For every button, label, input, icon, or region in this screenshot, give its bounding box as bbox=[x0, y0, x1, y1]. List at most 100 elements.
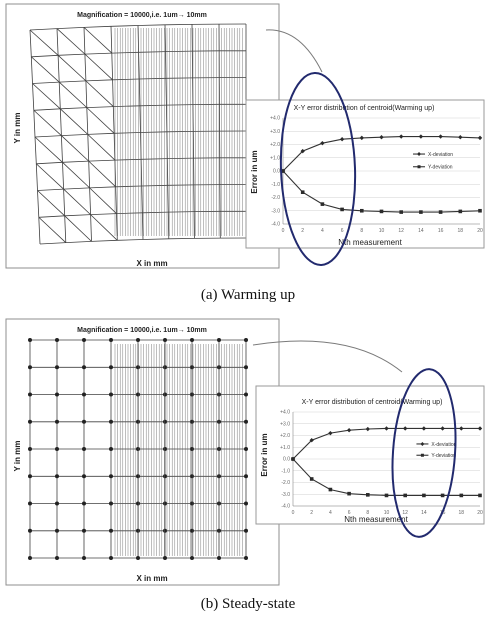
mesh-diagonal-line bbox=[34, 136, 63, 163]
x-tick-label: 4 bbox=[329, 510, 332, 516]
mesh-node bbox=[190, 556, 194, 560]
line-chart-xlabel: Nth measurement bbox=[344, 515, 408, 524]
mesh-node bbox=[82, 419, 86, 424]
y-tick-label: +3.0 bbox=[270, 129, 280, 135]
data-point-x-deviation bbox=[300, 148, 305, 154]
y-tick-label: -3.0 bbox=[281, 492, 290, 498]
y-tick-label: 0.0 bbox=[273, 169, 280, 175]
mesh-node bbox=[28, 556, 32, 560]
data-point-y-deviation bbox=[440, 493, 445, 498]
mesh-column-line bbox=[218, 24, 221, 239]
data-point-x-deviation bbox=[421, 426, 427, 431]
line-chart-title: X-Y error distribution of centroid(Warmi… bbox=[302, 399, 443, 406]
mesh-node bbox=[163, 365, 167, 370]
highlight-ellipse bbox=[391, 368, 457, 538]
mesh-node bbox=[190, 474, 194, 479]
panel-b-steady-state: Magnification = 10000,i.e. 1um→ 10mm Y i… bbox=[5, 318, 485, 586]
data-point-y-deviation bbox=[309, 477, 314, 481]
mesh-node bbox=[82, 447, 86, 451]
x-tick-label: 12 bbox=[402, 510, 408, 516]
x-tick-label: 14 bbox=[421, 510, 427, 516]
mesh-node bbox=[244, 365, 248, 370]
x-tick-label: 0 bbox=[292, 510, 295, 516]
data-point-y-deviation bbox=[379, 209, 384, 214]
x-tick-label: 8 bbox=[366, 510, 369, 516]
data-point-y-deviation bbox=[340, 207, 344, 212]
mesh-diagonal-line bbox=[58, 81, 88, 108]
y-tick-label: -3.0 bbox=[271, 208, 280, 214]
mesh-diagonal-line bbox=[33, 109, 62, 136]
line-chart-title: X-Y error distribution of centroid(Warmi… bbox=[294, 105, 435, 112]
mesh-plot-title: Magnification = 10000,i.e. 1um→ 10mm bbox=[77, 12, 207, 19]
mesh-plot-ylabel: Y in mm bbox=[13, 113, 22, 144]
data-point-x-deviation bbox=[346, 428, 352, 433]
data-point-x-deviation bbox=[458, 135, 463, 140]
mesh-diagonal-line bbox=[85, 80, 114, 107]
mesh-diagonal-line bbox=[63, 188, 91, 215]
mesh-node bbox=[55, 556, 59, 560]
mesh-plot-title: Magnification = 10000,i.e. 1um→ 10mm bbox=[77, 327, 207, 334]
mesh-diagonal-line bbox=[84, 53, 113, 81]
x-tick-label: 8 bbox=[360, 228, 363, 234]
x-tick-label: 4 bbox=[321, 228, 324, 234]
x-tick-label: 6 bbox=[341, 228, 344, 234]
data-point-y-deviation bbox=[360, 208, 364, 213]
caption-a: (a) Warming up bbox=[201, 287, 295, 303]
x-tick-label: 12 bbox=[398, 228, 404, 234]
callout-leader-line bbox=[265, 29, 323, 73]
y-tick-label: -2.0 bbox=[281, 480, 290, 486]
data-point-x-deviation bbox=[418, 134, 424, 139]
mesh-node bbox=[244, 419, 248, 424]
line-chart-plot: +4.0 +3.0 +2.0 +1.0 0.0 -1.0 -2.0 -3.0 -4.00 2 4 6 8… bbox=[280, 410, 483, 516]
mesh-node bbox=[109, 419, 113, 424]
mesh-node bbox=[244, 447, 248, 451]
data-point-y-deviation bbox=[458, 209, 463, 214]
mesh-diagonal-line bbox=[87, 134, 116, 161]
mesh-node bbox=[163, 528, 167, 533]
data-point-y-deviation bbox=[300, 190, 305, 194]
x-tick-label: 2 bbox=[301, 228, 304, 234]
mesh-diagonal-line bbox=[35, 163, 64, 190]
mesh-node bbox=[109, 338, 113, 342]
mesh-node bbox=[109, 556, 113, 560]
legend-marker bbox=[420, 441, 425, 446]
mesh-node bbox=[82, 338, 86, 342]
mesh-node bbox=[136, 447, 140, 451]
panel-a-warming-up: Magnification = 10000,i.e. 1um→ 10mm Y i… bbox=[5, 3, 485, 269]
mesh-node bbox=[55, 419, 59, 424]
mesh-diagonal-line bbox=[38, 216, 67, 243]
mesh-diagonal-line bbox=[86, 107, 115, 134]
mesh-column-line bbox=[191, 24, 195, 239]
mesh-diagonal-line bbox=[88, 160, 116, 188]
data-point-y-deviation bbox=[320, 202, 325, 206]
mesh-diagonal-line bbox=[56, 28, 86, 55]
data-point-x-deviation bbox=[379, 135, 384, 140]
mesh-diagonal-line bbox=[37, 190, 65, 217]
data-point-x-deviation bbox=[477, 426, 483, 431]
data-point-y-deviation bbox=[403, 493, 407, 498]
mesh-node bbox=[244, 528, 248, 533]
y-tick-label: -1.0 bbox=[281, 468, 290, 474]
mesh-diagonal-line bbox=[89, 187, 117, 214]
mesh-node bbox=[55, 338, 59, 342]
mesh-node bbox=[28, 365, 32, 370]
mesh-node bbox=[28, 419, 32, 424]
mesh-plot-frame bbox=[5, 318, 280, 586]
mesh-node bbox=[109, 528, 113, 533]
mesh-node bbox=[190, 447, 194, 451]
legend-label: X-deviation bbox=[431, 442, 456, 448]
y-tick-label: -2.0 bbox=[271, 195, 280, 201]
mesh-node bbox=[190, 392, 194, 397]
mesh-node bbox=[190, 419, 194, 424]
mesh-plot-xlabel: X in mm bbox=[136, 259, 167, 268]
line-chart-xlabel: Nth measurement bbox=[338, 238, 402, 247]
data-point-x-deviation bbox=[384, 426, 389, 431]
y-tick-label: 0.0 bbox=[283, 457, 290, 463]
mesh-diagonal-line bbox=[83, 27, 113, 54]
y-tick-label: -1.0 bbox=[271, 182, 280, 188]
x-tick-label: 14 bbox=[418, 228, 424, 234]
data-point-x-deviation bbox=[359, 135, 364, 141]
mesh-node bbox=[163, 338, 167, 342]
y-tick-label: +1.0 bbox=[270, 155, 280, 161]
